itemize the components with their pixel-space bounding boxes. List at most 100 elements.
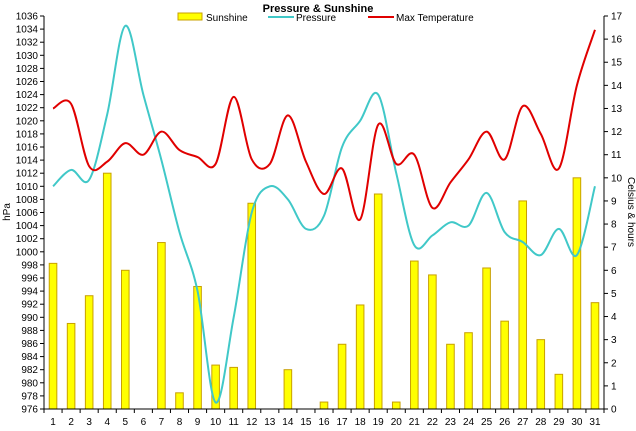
y-left-tick-label: 1002 (16, 234, 39, 245)
sunshine-bar (48, 262, 58, 410)
x-tick-label: 13 (264, 417, 276, 428)
y-left-tick-label: 996 (21, 274, 38, 285)
x-tick-label: 23 (445, 417, 457, 428)
y-right-tick-label: 9 (611, 196, 617, 207)
max-temperature-line (52, 29, 596, 221)
sunshine-bar (410, 260, 419, 410)
sunshine-bar (66, 322, 76, 410)
sunshine-bar (283, 369, 293, 410)
y-left-tick-label: 1018 (16, 129, 39, 140)
sunshine-bar (319, 401, 329, 410)
x-tick-label: 19 (373, 417, 385, 428)
x-tick-label: 26 (499, 417, 511, 428)
y-right-tick-label: 2 (611, 358, 617, 369)
y-left-tick-label: 988 (21, 326, 38, 337)
y-left-tick-label: 1020 (16, 116, 39, 127)
sunshine-bar (554, 373, 564, 410)
sunshine-bar (121, 269, 130, 410)
y-left-tick-label: 1014 (16, 156, 39, 167)
x-tick-label: 8 (177, 417, 183, 428)
y-left-tick-label: 1016 (16, 143, 39, 154)
y-left-tick-label: 1010 (16, 182, 39, 193)
x-tick-label: 12 (246, 417, 258, 428)
y-right-tick-label: 15 (611, 58, 623, 69)
x-tick-label: 4 (104, 417, 110, 428)
y-left-tick-label: 998 (21, 260, 38, 271)
x-tick-label: 27 (517, 417, 529, 428)
y-right-tick-label: 16 (611, 35, 623, 46)
y-left-tick-label: 1004 (16, 221, 39, 232)
y-right-tick-label: 17 (611, 12, 623, 23)
y-right-tick-label: 12 (611, 127, 623, 138)
sunshine-bar (337, 343, 347, 410)
y-left-tick-label: 978 (21, 391, 38, 402)
x-tick-label: 21 (409, 417, 421, 428)
legend-label: Sunshine (206, 13, 248, 24)
y-left-tick-label: 990 (21, 313, 38, 324)
y-left-tick-label: 1028 (16, 64, 39, 75)
y-right-tick-label: 3 (611, 335, 617, 346)
sunshine-bar (102, 172, 112, 410)
y-right-label: Celsius & hours (625, 177, 636, 247)
y-left-tick-label: 986 (21, 339, 38, 350)
y-left-tick-label: 1034 (16, 25, 39, 36)
x-tick-label: 20 (391, 417, 403, 428)
y-right-tick-label: 0 (611, 405, 617, 416)
sunshine-bar (482, 267, 491, 410)
y-left-label: hPa (2, 203, 13, 221)
y-right-tick-label: 1 (611, 381, 617, 392)
sunshine-bar (391, 401, 401, 410)
x-tick-label: 5 (123, 417, 129, 428)
legend-swatch-sunshine (177, 12, 203, 21)
sunshine-bars (48, 172, 600, 410)
x-tick-label: 28 (535, 417, 547, 428)
x-tick-label: 3 (86, 417, 92, 428)
y-right-tick-label: 6 (611, 266, 617, 277)
pressure-line (52, 24, 596, 404)
x-tick-label: 24 (463, 417, 475, 428)
legend-label: Pressure (296, 13, 336, 24)
sunshine-bar (572, 177, 582, 410)
y-right-tick-label: 13 (611, 104, 623, 115)
y-right-tick-label: 11 (611, 150, 622, 161)
sunshine-bar (446, 343, 455, 410)
x-tick-label: 31 (589, 417, 601, 428)
y-right-tick-label: 10 (611, 173, 623, 184)
y-left-tick-label: 1006 (16, 208, 39, 219)
x-tick-label: 22 (427, 417, 439, 428)
axes: 9769789809829849869889909929949969981000… (16, 12, 623, 429)
x-tick-label: 30 (571, 417, 583, 428)
legend: Sunshine Pressure Max Temperature (177, 12, 474, 24)
y-right-tick-label: 4 (611, 312, 617, 323)
series-lines (52, 24, 596, 404)
sunshine-bar (229, 366, 238, 410)
sunshine-bar (247, 202, 257, 410)
y-left-tick-label: 1032 (16, 38, 39, 49)
x-tick-label: 16 (318, 417, 330, 428)
y-right-tick-label: 14 (611, 81, 623, 92)
x-tick-label: 17 (337, 417, 349, 428)
y-left-tick-label: 984 (21, 352, 38, 363)
y-right-tick-label: 7 (611, 243, 617, 254)
y-left-tick-label: 994 (21, 287, 38, 298)
sunshine-bar (175, 392, 184, 410)
y-left-tick-label: 1030 (16, 51, 39, 62)
x-tick-label: 25 (481, 417, 493, 428)
y-left-tick-label: 1026 (16, 77, 39, 88)
x-tick-label: 15 (300, 417, 312, 428)
y-left-tick-label: 1022 (16, 103, 39, 114)
sunshine-bar (518, 200, 528, 410)
sunshine-bar (355, 304, 365, 410)
sunshine-bar (84, 295, 94, 410)
y-left-tick-label: 976 (21, 405, 38, 416)
x-tick-label: 18 (355, 417, 367, 428)
x-tick-label: 1 (50, 417, 56, 428)
y-left-tick-label: 1008 (16, 195, 39, 206)
y-left-tick-label: 1024 (16, 90, 39, 101)
chart-title: Pressure & Sunshine (263, 3, 374, 15)
y-left-tick-label: 1000 (16, 247, 39, 258)
y-left-tick-label: 1012 (16, 169, 39, 180)
x-tick-label: 11 (228, 417, 239, 428)
y-right-tick-label: 5 (611, 289, 617, 300)
